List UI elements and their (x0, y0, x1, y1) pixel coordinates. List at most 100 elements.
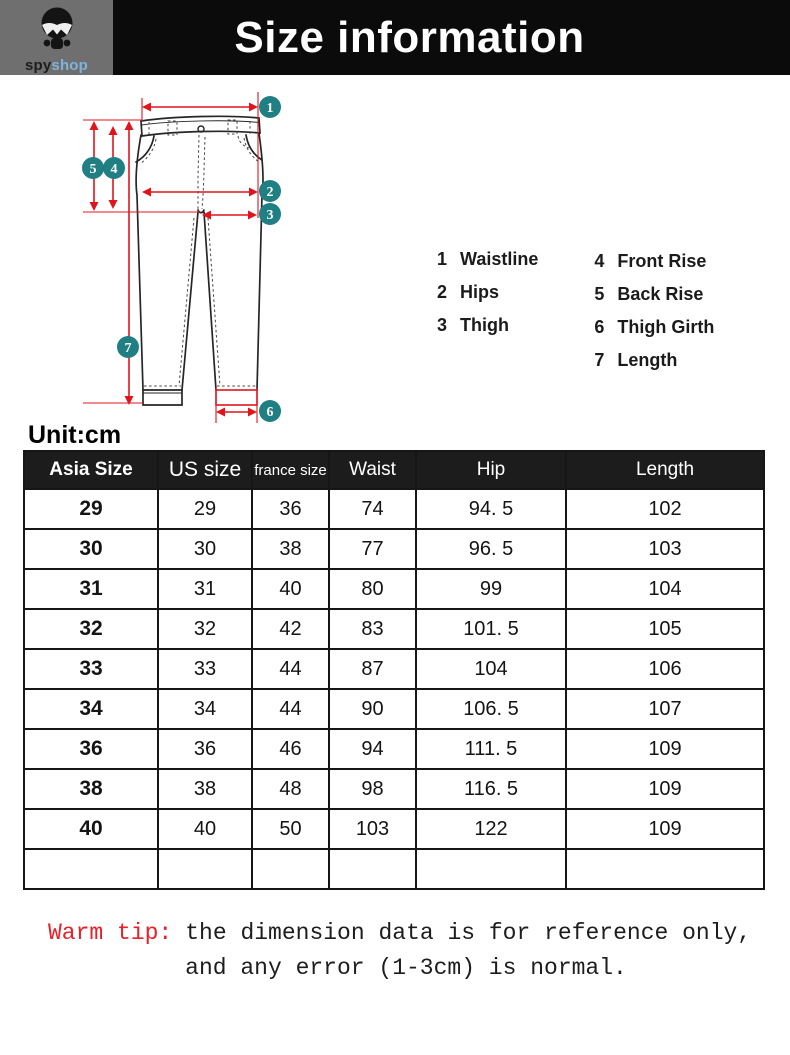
callout-badge-7: 7 (117, 336, 139, 358)
callout-badge-4: 4 (103, 157, 125, 179)
legend-item-thigh: 3 Thigh (437, 315, 509, 335)
table-row: 36 36 46 94 111. 5 109 (23, 728, 765, 770)
svg-text:2: 2 (267, 185, 274, 200)
table-cell: 44 (251, 688, 330, 730)
table-cell: 105 (565, 608, 765, 650)
header-waist: Waist (328, 450, 417, 490)
legend-item-waistline: 1 Waistline (437, 249, 539, 269)
header-length: Length (565, 450, 765, 490)
table-cell: 42 (251, 608, 330, 650)
table-cell: 98 (328, 768, 417, 810)
header-row: Asia Size US size france size Waist Hip … (23, 450, 765, 490)
table-cell: 77 (328, 528, 417, 570)
warm-tip-line1: Warm tip: the dimension data is for refer… (48, 920, 752, 946)
table-cell: 103 (328, 808, 417, 850)
spy-skull-icon (41, 7, 72, 49)
table-cell: 111. 5 (415, 728, 567, 770)
brand-name: spyshop (25, 57, 88, 74)
table-cell: 32 (157, 608, 253, 650)
warm-tip-label: Warm tip: (48, 920, 173, 946)
warm-tip: Warm tip: the dimension data is for refer… (48, 916, 764, 986)
table-cell (328, 848, 417, 890)
table-cell: 109 (565, 728, 765, 770)
table-cell: 30 (23, 528, 159, 570)
table-cell: 38 (23, 768, 159, 810)
table-cell: 106 (565, 648, 765, 690)
size-table: Asia Size US size france size Waist Hip … (23, 450, 765, 890)
callout-badge-3: 3 (259, 203, 281, 225)
table-cell: 83 (328, 608, 417, 650)
svg-text:4: 4 (111, 162, 118, 177)
size-table-header: Asia Size US size france size Waist Hip … (23, 450, 765, 490)
page-header: spyshop Size information (0, 0, 790, 75)
measurement-arrows (83, 92, 259, 423)
header-us-size: US size (157, 450, 253, 490)
table-cell: 36 (157, 728, 253, 770)
legend-column-1: 1 Waistline 2 Hips 3 Thigh (437, 243, 538, 377)
table-cell: 40 (157, 808, 253, 850)
legend-item-length: 7 Length (594, 350, 678, 370)
table-cell: 30 (157, 528, 253, 570)
warm-tip-line2: and any error (1-3cm) is normal. (185, 955, 627, 981)
table-cell (157, 848, 253, 890)
table-cell: 104 (565, 568, 765, 610)
table-cell: 34 (23, 688, 159, 730)
table-cell: 31 (157, 568, 253, 610)
title-bar: Size information (113, 0, 790, 75)
callout-badges: 1 2 3 4 5 6 7 (82, 96, 281, 422)
table-cell: 106. 5 (415, 688, 567, 730)
table-cell: 87 (328, 648, 417, 690)
svg-text:3: 3 (267, 208, 274, 223)
legend-item-back-rise: 5 Back Rise (594, 284, 704, 304)
table-cell: 122 (415, 808, 567, 850)
table-cell: 94. 5 (415, 488, 567, 530)
table-row: 31 31 40 80 99 104 (23, 568, 765, 610)
table-cell: 104 (415, 648, 567, 690)
measurement-legend: 1 Waistline 2 Hips 3 Thigh 4 Front Rise 5 Bac… (437, 243, 714, 377)
table-cell: 34 (157, 688, 253, 730)
table-row: 38 38 48 98 116. 5 109 (23, 768, 765, 810)
brand-logo: spyshop (0, 0, 113, 75)
svg-text:7: 7 (125, 341, 132, 356)
table-cell: 40 (251, 568, 330, 610)
table-cell: 90 (328, 688, 417, 730)
table-cell: 109 (565, 808, 765, 850)
table-cell: 99 (415, 568, 567, 610)
table-cell: 32 (23, 608, 159, 650)
table-cell: 44 (251, 648, 330, 690)
table-row: 34 34 44 90 106. 5 107 (23, 688, 765, 730)
legend-item-front-rise: 4 Front Rise (594, 251, 707, 271)
table-cell: 48 (251, 768, 330, 810)
brand-spy: spy (24, 57, 52, 74)
table-cell: 36 (251, 488, 330, 530)
table-cell: 38 (157, 768, 253, 810)
header-hip: Hip (415, 450, 567, 490)
legend-column-2: 4 Front Rise 5 Back Rise 6 Thigh Girth 7 Len… (594, 245, 714, 377)
table-cell (251, 848, 330, 890)
table-cell: 33 (157, 648, 253, 690)
table-cell (565, 848, 765, 890)
header-asia-size: Asia Size (23, 450, 159, 490)
legend-item-hips: 2 Hips (437, 282, 500, 302)
table-cell: 102 (565, 488, 765, 530)
table-row: 29 29 36 74 94. 5 102 (23, 488, 765, 530)
table-cell: 116. 5 (415, 768, 567, 810)
page-title: Size information (234, 12, 585, 62)
table-cell: 40 (23, 808, 159, 850)
size-table-body: 29 29 36 74 94. 5 102 30 30 38 77 96. 5 103 31 31 40 80… (23, 488, 765, 890)
legend-item-thigh-girth: 6 Thigh Girth (594, 317, 715, 337)
table-cell: 33 (23, 648, 159, 690)
table-cell: 50 (251, 808, 330, 850)
callout-badge-6: 6 (259, 400, 281, 422)
brand-shop: shop (51, 57, 89, 74)
table-cell: 109 (565, 768, 765, 810)
callout-badge-1: 1 (259, 96, 281, 118)
table-cell: 94 (328, 728, 417, 770)
table-row: 32 32 42 83 101. 5 105 (23, 608, 765, 650)
svg-text:6: 6 (267, 405, 274, 420)
table-cell: 103 (565, 528, 765, 570)
arrow-heads (89, 102, 258, 417)
unit-label: Unit:cm (28, 421, 122, 449)
callout-badge-5: 5 (82, 157, 104, 179)
